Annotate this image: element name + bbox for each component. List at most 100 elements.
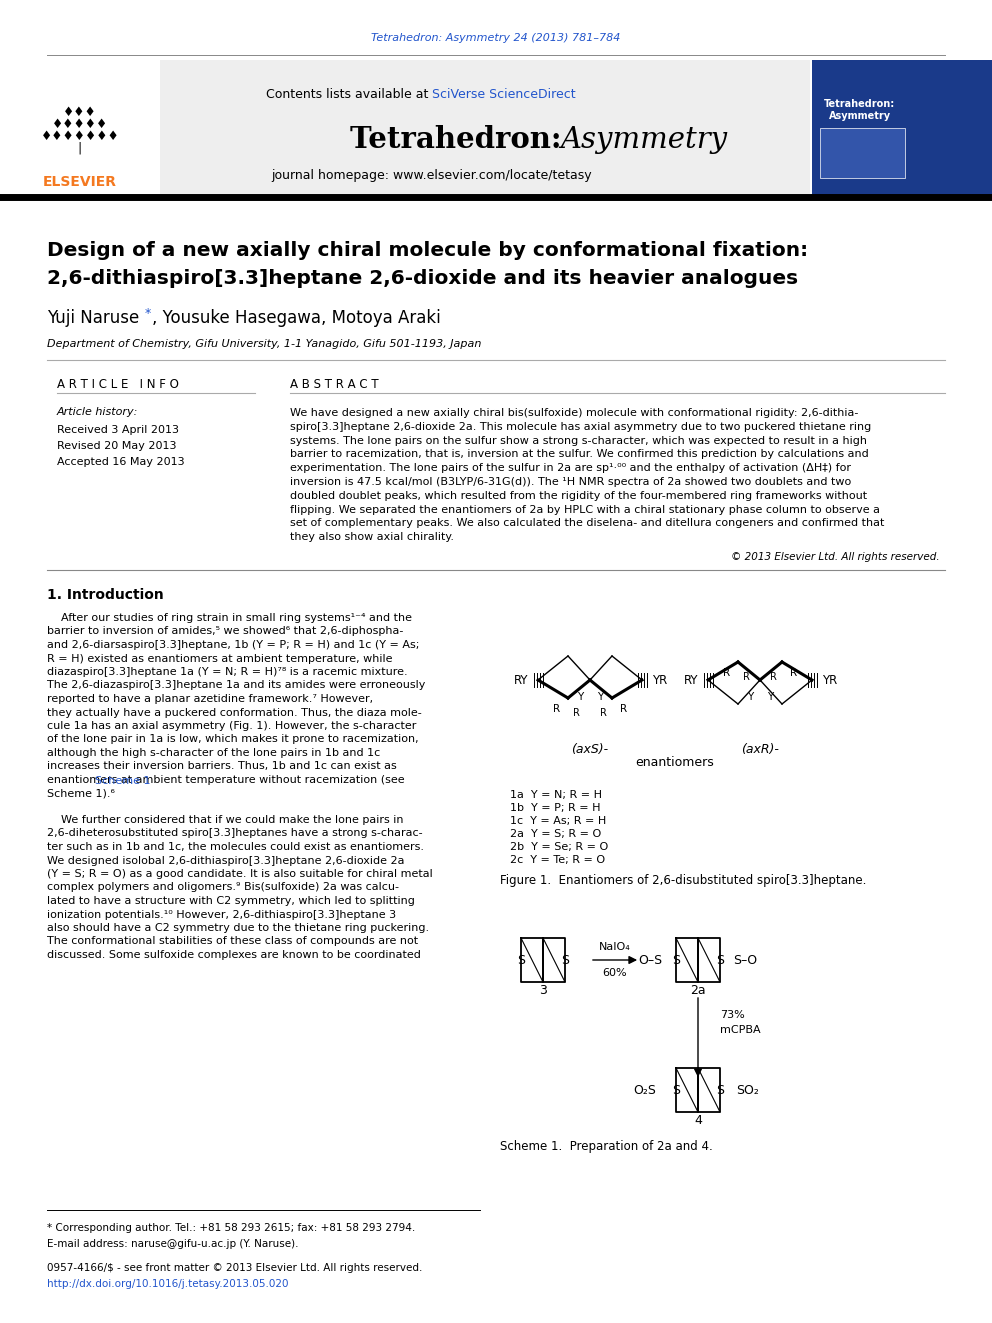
Text: 60%: 60% [603,968,627,978]
Text: The conformational stabilities of these class of compounds are not: The conformational stabilities of these … [47,937,418,946]
Text: (axS)-: (axS)- [571,744,608,757]
Text: The 2,6-diazaspiro[3.3]heptane 1a and its amides were erroneously: The 2,6-diazaspiro[3.3]heptane 1a and it… [47,680,426,691]
Text: S: S [517,954,525,967]
Text: Accepted 16 May 2013: Accepted 16 May 2013 [57,456,185,467]
Text: also should have a C2 symmetry due to the thietane ring puckering.: also should have a C2 symmetry due to th… [47,923,430,933]
Text: mCPBA: mCPBA [720,1025,761,1035]
Text: of the lone pair in 1a is low, which makes it prone to racemization,: of the lone pair in 1a is low, which mak… [47,734,419,745]
Text: 3: 3 [539,983,547,996]
Text: enantiomers: enantiomers [636,755,714,769]
Text: Y: Y [597,692,603,703]
Text: doubled doublet peaks, which resulted from the rigidity of the four-membered rin: doubled doublet peaks, which resulted fr… [290,491,867,501]
Text: enantiomers at ambient temperature without racemization (see: enantiomers at ambient temperature witho… [47,775,405,785]
Text: ♦♦♦
♦♦♦♦♦
♦♦♦♦♦♦♦
   |: ♦♦♦ ♦♦♦♦♦ ♦♦♦♦♦♦♦ | [41,106,119,155]
Text: R: R [620,704,627,714]
Text: flipping. We separated the enantiomers of 2a by HPLC with a chiral stationary ph: flipping. We separated the enantiomers o… [290,504,880,515]
Text: Tetrahedron:: Tetrahedron: [350,126,571,155]
Text: R: R [600,708,607,718]
Text: O–S: O–S [638,954,662,967]
Text: 2b  Y = Se; R = O: 2b Y = Se; R = O [510,841,608,852]
Text: diazaspiro[3.3]heptane 1a (Y = N; R = H)⁷⁸ is a racemic mixture.: diazaspiro[3.3]heptane 1a (Y = N; R = H)… [47,667,408,677]
Text: SO₂: SO₂ [737,1084,760,1097]
Text: O₂S: O₂S [634,1084,657,1097]
Text: (axR)-: (axR)- [741,744,779,757]
Text: S: S [716,1084,724,1097]
Text: R: R [723,668,730,677]
Text: NaIO₄: NaIO₄ [599,942,631,953]
Text: RY: RY [683,673,698,687]
Text: S: S [561,954,569,967]
Text: , Yousuke Hasegawa, Motoya Araki: , Yousuke Hasegawa, Motoya Araki [152,310,440,327]
Text: 1. Introduction: 1. Introduction [47,587,164,602]
Text: they also show axial chirality.: they also show axial chirality. [290,532,454,542]
Text: http://dx.doi.org/10.1016/j.tetasy.2013.05.020: http://dx.doi.org/10.1016/j.tetasy.2013.… [47,1279,289,1289]
Text: 73%: 73% [720,1009,745,1020]
Text: ionization potentials.¹⁰ However, 2,6-dithiaspiro[3.3]heptane 3: ionization potentials.¹⁰ However, 2,6-di… [47,909,396,919]
Text: S: S [716,954,724,967]
Text: 1c  Y = As; R = H: 1c Y = As; R = H [510,816,606,826]
Text: Y: Y [767,692,773,703]
Text: *: * [145,307,151,319]
Text: We have designed a new axially chiral bis(sulfoxide) molecule with conformationa: We have designed a new axially chiral bi… [290,407,858,418]
Text: journal homepage: www.elsevier.com/locate/tetasy: journal homepage: www.elsevier.com/locat… [272,168,592,181]
Text: 2,6-diheterosubstituted spiro[3.3]heptanes have a strong s-charac-: 2,6-diheterosubstituted spiro[3.3]heptan… [47,828,423,839]
Text: R = H) existed as enantiomers at ambient temperature, while: R = H) existed as enantiomers at ambient… [47,654,393,664]
Text: S–O: S–O [733,954,757,967]
Text: (Y = S; R = O) as a good candidate. It is also suitable for chiral metal: (Y = S; R = O) as a good candidate. It i… [47,869,433,878]
Text: set of complementary peaks. We also calculated the diselena- and ditellura conge: set of complementary peaks. We also calc… [290,519,885,528]
Text: Design of a new axially chiral molecule by conformational fixation:: Design of a new axially chiral molecule … [47,241,808,259]
Text: 0957-4166/$ - see front matter © 2013 Elsevier Ltd. All rights reserved.: 0957-4166/$ - see front matter © 2013 El… [47,1263,423,1273]
Text: Scheme 1.  Preparation of 2a and 4.: Scheme 1. Preparation of 2a and 4. [500,1140,712,1154]
Text: Y: Y [577,692,583,703]
Text: although the high s-character of the lone pairs in 1b and 1c: although the high s-character of the lon… [47,747,380,758]
Text: barrier to racemization, that is, inversion at the sulfur. We confirmed this pre: barrier to racemization, that is, invers… [290,450,869,459]
Text: E-mail address: naruse@gifu-u.ac.jp (Y. Naruse).: E-mail address: naruse@gifu-u.ac.jp (Y. … [47,1240,299,1249]
Text: Contents lists available at: Contents lists available at [266,89,432,102]
Text: Asymmetry: Asymmetry [560,126,727,153]
Text: 1a  Y = N; R = H: 1a Y = N; R = H [510,790,602,800]
Text: experimentation. The lone pairs of the sulfur in 2a are sp¹·⁰⁰ and the enthalpy : experimentation. The lone pairs of the s… [290,463,851,474]
Text: Tetrahedron:
Asymmetry: Tetrahedron: Asymmetry [824,99,896,120]
Text: Department of Chemistry, Gifu University, 1-1 Yanagido, Gifu 501-1193, Japan: Department of Chemistry, Gifu University… [47,339,481,349]
Text: Yuji Naruse: Yuji Naruse [47,310,139,327]
Text: Tetrahedron: Asymmetry 24 (2013) 781–784: Tetrahedron: Asymmetry 24 (2013) 781–784 [371,33,621,44]
Text: discussed. Some sulfoxide complexes are known to be coordinated: discussed. Some sulfoxide complexes are … [47,950,421,960]
Text: R: R [743,672,750,681]
Text: * Corresponding author. Tel.: +81 58 293 2615; fax: +81 58 293 2794.: * Corresponding author. Tel.: +81 58 293… [47,1222,416,1233]
Text: reported to have a planar azetidine framework.⁷ However,: reported to have a planar azetidine fram… [47,695,373,704]
Text: Figure 1.  Enantiomers of 2,6-disubstituted spiro[3.3]heptane.: Figure 1. Enantiomers of 2,6-disubstitut… [500,875,866,886]
Text: A B S T R A C T: A B S T R A C T [290,378,379,392]
Text: lated to have a structure with C2 symmetry, which led to splitting: lated to have a structure with C2 symmet… [47,896,415,906]
Text: and 2,6-diarsaspiro[3.3]heptane, 1b (Y = P; R = H) and 1c (Y = As;: and 2,6-diarsaspiro[3.3]heptane, 1b (Y =… [47,640,420,650]
Text: ter such as in 1b and 1c, the molecules could exist as enantiomers.: ter such as in 1b and 1c, the molecules … [47,841,424,852]
Text: 2a: 2a [690,983,706,996]
Text: Article history:: Article history: [57,407,138,417]
Text: R: R [790,668,798,677]
Text: barrier to inversion of amides,⁵ we showed⁶ that 2,6-diphospha-: barrier to inversion of amides,⁵ we show… [47,627,404,636]
Text: 2a  Y = S; R = O: 2a Y = S; R = O [510,830,601,839]
Text: inversion is 47.5 kcal/mol (B3LYP/6-31G(d)). The ¹H NMR spectra of 2a showed two: inversion is 47.5 kcal/mol (B3LYP/6-31G(… [290,478,851,487]
Text: Scheme 1).⁶: Scheme 1).⁶ [47,789,115,799]
Text: 2,6-dithiaspiro[3.3]heptane 2,6-dioxide and its heavier analogues: 2,6-dithiaspiro[3.3]heptane 2,6-dioxide … [47,269,799,287]
Text: We further considered that if we could make the lone pairs in: We further considered that if we could m… [47,815,404,826]
Text: S: S [672,1084,680,1097]
Text: R: R [573,708,580,718]
Text: 4: 4 [694,1114,702,1126]
Text: A R T I C L E   I N F O: A R T I C L E I N F O [57,378,179,392]
Text: SciVerse ScienceDirect: SciVerse ScienceDirect [432,89,575,102]
Text: ELSEVIER: ELSEVIER [43,175,117,189]
Text: After our studies of ring strain in small ring systems¹⁻⁴ and the: After our studies of ring strain in smal… [47,613,412,623]
Text: complex polymers and oligomers.⁹ Bis(sulfoxide) 2a was calcu-: complex polymers and oligomers.⁹ Bis(sul… [47,882,399,893]
Bar [820,128,905,179]
Text: Y: Y [747,692,753,703]
Text: S: S [672,954,680,967]
Text: We designed isolobal 2,6-dithiaspiro[3.3]heptane 2,6-dioxide 2a: We designed isolobal 2,6-dithiaspiro[3.3… [47,856,405,865]
Text: YR: YR [822,673,837,687]
Text: YR: YR [652,673,668,687]
Bar [0,60,160,194]
Text: increases their inversion barriers. Thus, 1b and 1c can exist as: increases their inversion barriers. Thus… [47,762,397,771]
Bar [812,60,992,194]
Text: they actually have a puckered conformation. Thus, the diaza mole-: they actually have a puckered conformati… [47,708,422,717]
Text: spiro[3.3]heptane 2,6-dioxide 2a. This molecule has axial asymmetry due to two p: spiro[3.3]heptane 2,6-dioxide 2a. This m… [290,422,871,431]
Text: Revised 20 May 2013: Revised 20 May 2013 [57,441,177,451]
